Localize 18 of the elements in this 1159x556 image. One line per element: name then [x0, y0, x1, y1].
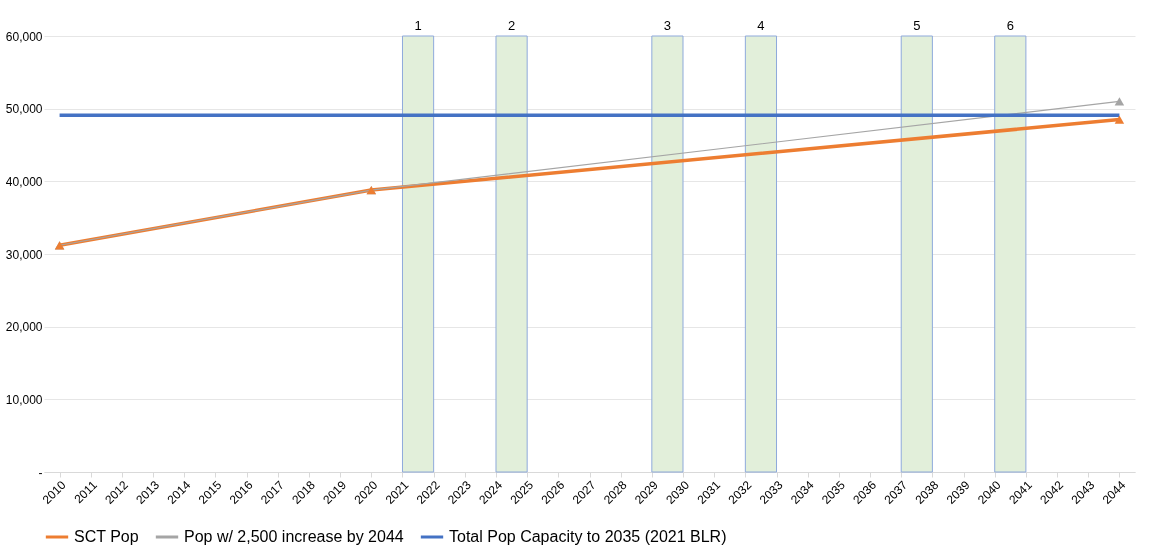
- y-tick-label: 60,000: [5, 29, 43, 44]
- band-label: 4: [757, 18, 765, 33]
- band-label: 5: [913, 18, 921, 33]
- y-tick-label: 30,000: [5, 247, 43, 262]
- band-label: 1: [414, 18, 422, 33]
- y-tick-label: 40,000: [5, 174, 43, 189]
- point: [1114, 97, 1125, 106]
- y-tick-label: 10,000: [5, 392, 43, 407]
- point: [1114, 115, 1125, 124]
- legend-label: SCT Pop: [74, 528, 139, 545]
- y-tick-label: 50,000: [5, 102, 43, 117]
- legend-label: Total Pop Capacity to 2035 (2021 BLR): [449, 528, 727, 545]
- legend-label: Pop w/ 2,500 increase by 2044: [184, 528, 404, 545]
- band-label: 6: [1006, 18, 1014, 33]
- y-tick-label: 20,000: [5, 320, 43, 335]
- y-tick-label: -: [38, 465, 43, 480]
- band-label: 2: [507, 18, 516, 33]
- band-label: 3: [663, 18, 672, 33]
